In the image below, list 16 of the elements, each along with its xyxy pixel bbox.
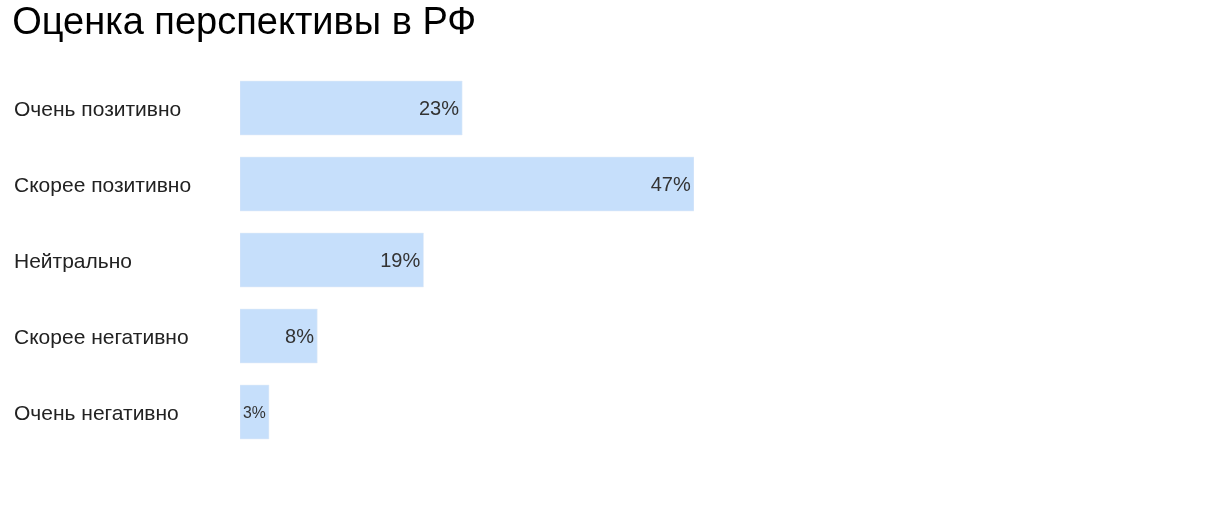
y-tick-label: Очень позитивно xyxy=(14,97,182,120)
data-label: 19% xyxy=(380,249,421,271)
y-tick-label: Очень негативно xyxy=(14,401,179,424)
bar xyxy=(239,384,270,440)
data-label: 3% xyxy=(242,403,266,421)
bar xyxy=(239,232,424,288)
data-label: 47% xyxy=(650,173,691,195)
bar xyxy=(239,156,694,212)
bar xyxy=(239,308,318,364)
chart-title: Оценка перспективы в РФ xyxy=(12,0,477,43)
data-label: 8% xyxy=(285,325,315,347)
bar xyxy=(239,80,463,136)
y-tick-label: Скорее негативно xyxy=(14,325,189,348)
y-tick-label: Скорее позитивно xyxy=(14,173,192,196)
y-tick-label: Нейтрально xyxy=(14,249,133,272)
data-label: 23% xyxy=(418,97,460,119)
